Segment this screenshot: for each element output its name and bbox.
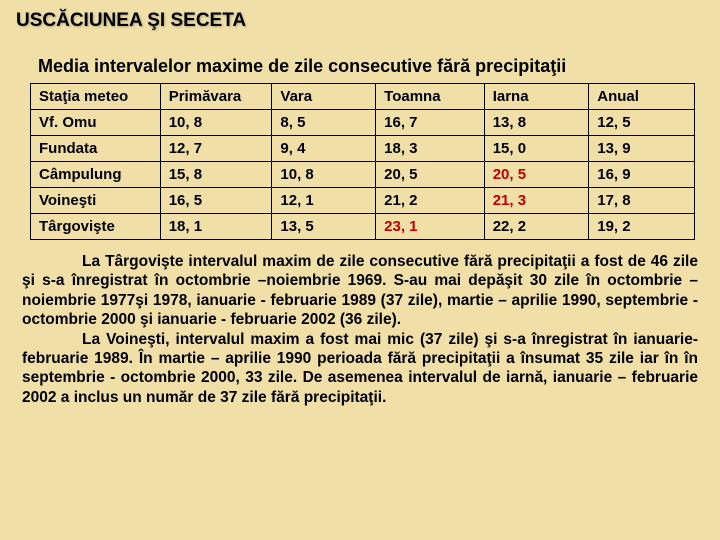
table-cell: 10, 8 [160,110,272,136]
table-cell: Voineşti [31,188,161,214]
table-row: Vf. Omu10, 88, 516, 713, 812, 5 [31,110,695,136]
table-cell: 10, 8 [272,162,376,188]
table-cell: 21, 2 [376,188,485,214]
table-cell: 9, 4 [272,136,376,162]
table-cell: 8, 5 [272,110,376,136]
col-header: Anual [589,84,695,110]
table-cell: 22, 2 [484,214,589,240]
table-cell: 18, 1 [160,214,272,240]
table-cell: Târgovişte [31,214,161,240]
table-row: Câmpulung15, 810, 820, 520, 516, 9 [31,162,695,188]
table-cell: 20, 5 [376,162,485,188]
table-cell: 13, 5 [272,214,376,240]
col-header: Toamna [376,84,485,110]
table-cell: 16, 5 [160,188,272,214]
table-cell: 12, 7 [160,136,272,162]
table-cell: Fundata [31,136,161,162]
table-cell: 16, 9 [589,162,695,188]
paragraph-1: La Târgovişte intervalul maxim de zile c… [22,253,698,328]
col-header: Primăvara [160,84,272,110]
col-header: Staţia meteo [31,84,161,110]
table-cell: 19, 2 [589,214,695,240]
table-row: Voineşti16, 512, 121, 221, 317, 8 [31,188,695,214]
table-cell: 17, 8 [589,188,695,214]
table-caption: Media intervalelor maxime de zile consec… [38,56,704,77]
table-cell: Vf. Omu [31,110,161,136]
col-header: Iarna [484,84,589,110]
table-cell: 12, 5 [589,110,695,136]
table-cell: 21, 3 [484,188,589,214]
table-cell: Câmpulung [31,162,161,188]
data-table: Staţia meteo Primăvara Vara Toamna Iarna… [30,83,695,240]
table-cell: 20, 5 [484,162,589,188]
table-row: Fundata12, 79, 418, 315, 013, 9 [31,136,695,162]
table-header-row: Staţia meteo Primăvara Vara Toamna Iarna… [31,84,695,110]
table-cell: 15, 8 [160,162,272,188]
table-cell: 15, 0 [484,136,589,162]
page-title: USCĂCIUNEA ŞI SECETA [16,10,704,32]
paragraph-2: La Voineşti, intervalul maxim a fost mai… [22,331,698,406]
table-row: Târgovişte18, 113, 523, 122, 219, 2 [31,214,695,240]
col-header: Vara [272,84,376,110]
table-cell: 16, 7 [376,110,485,136]
paragraph-block: La Târgovişte intervalul maxim de zile c… [22,252,698,407]
table-cell: 18, 3 [376,136,485,162]
table-cell: 23, 1 [376,214,485,240]
table-cell: 13, 9 [589,136,695,162]
table-cell: 13, 8 [484,110,589,136]
table-cell: 12, 1 [272,188,376,214]
